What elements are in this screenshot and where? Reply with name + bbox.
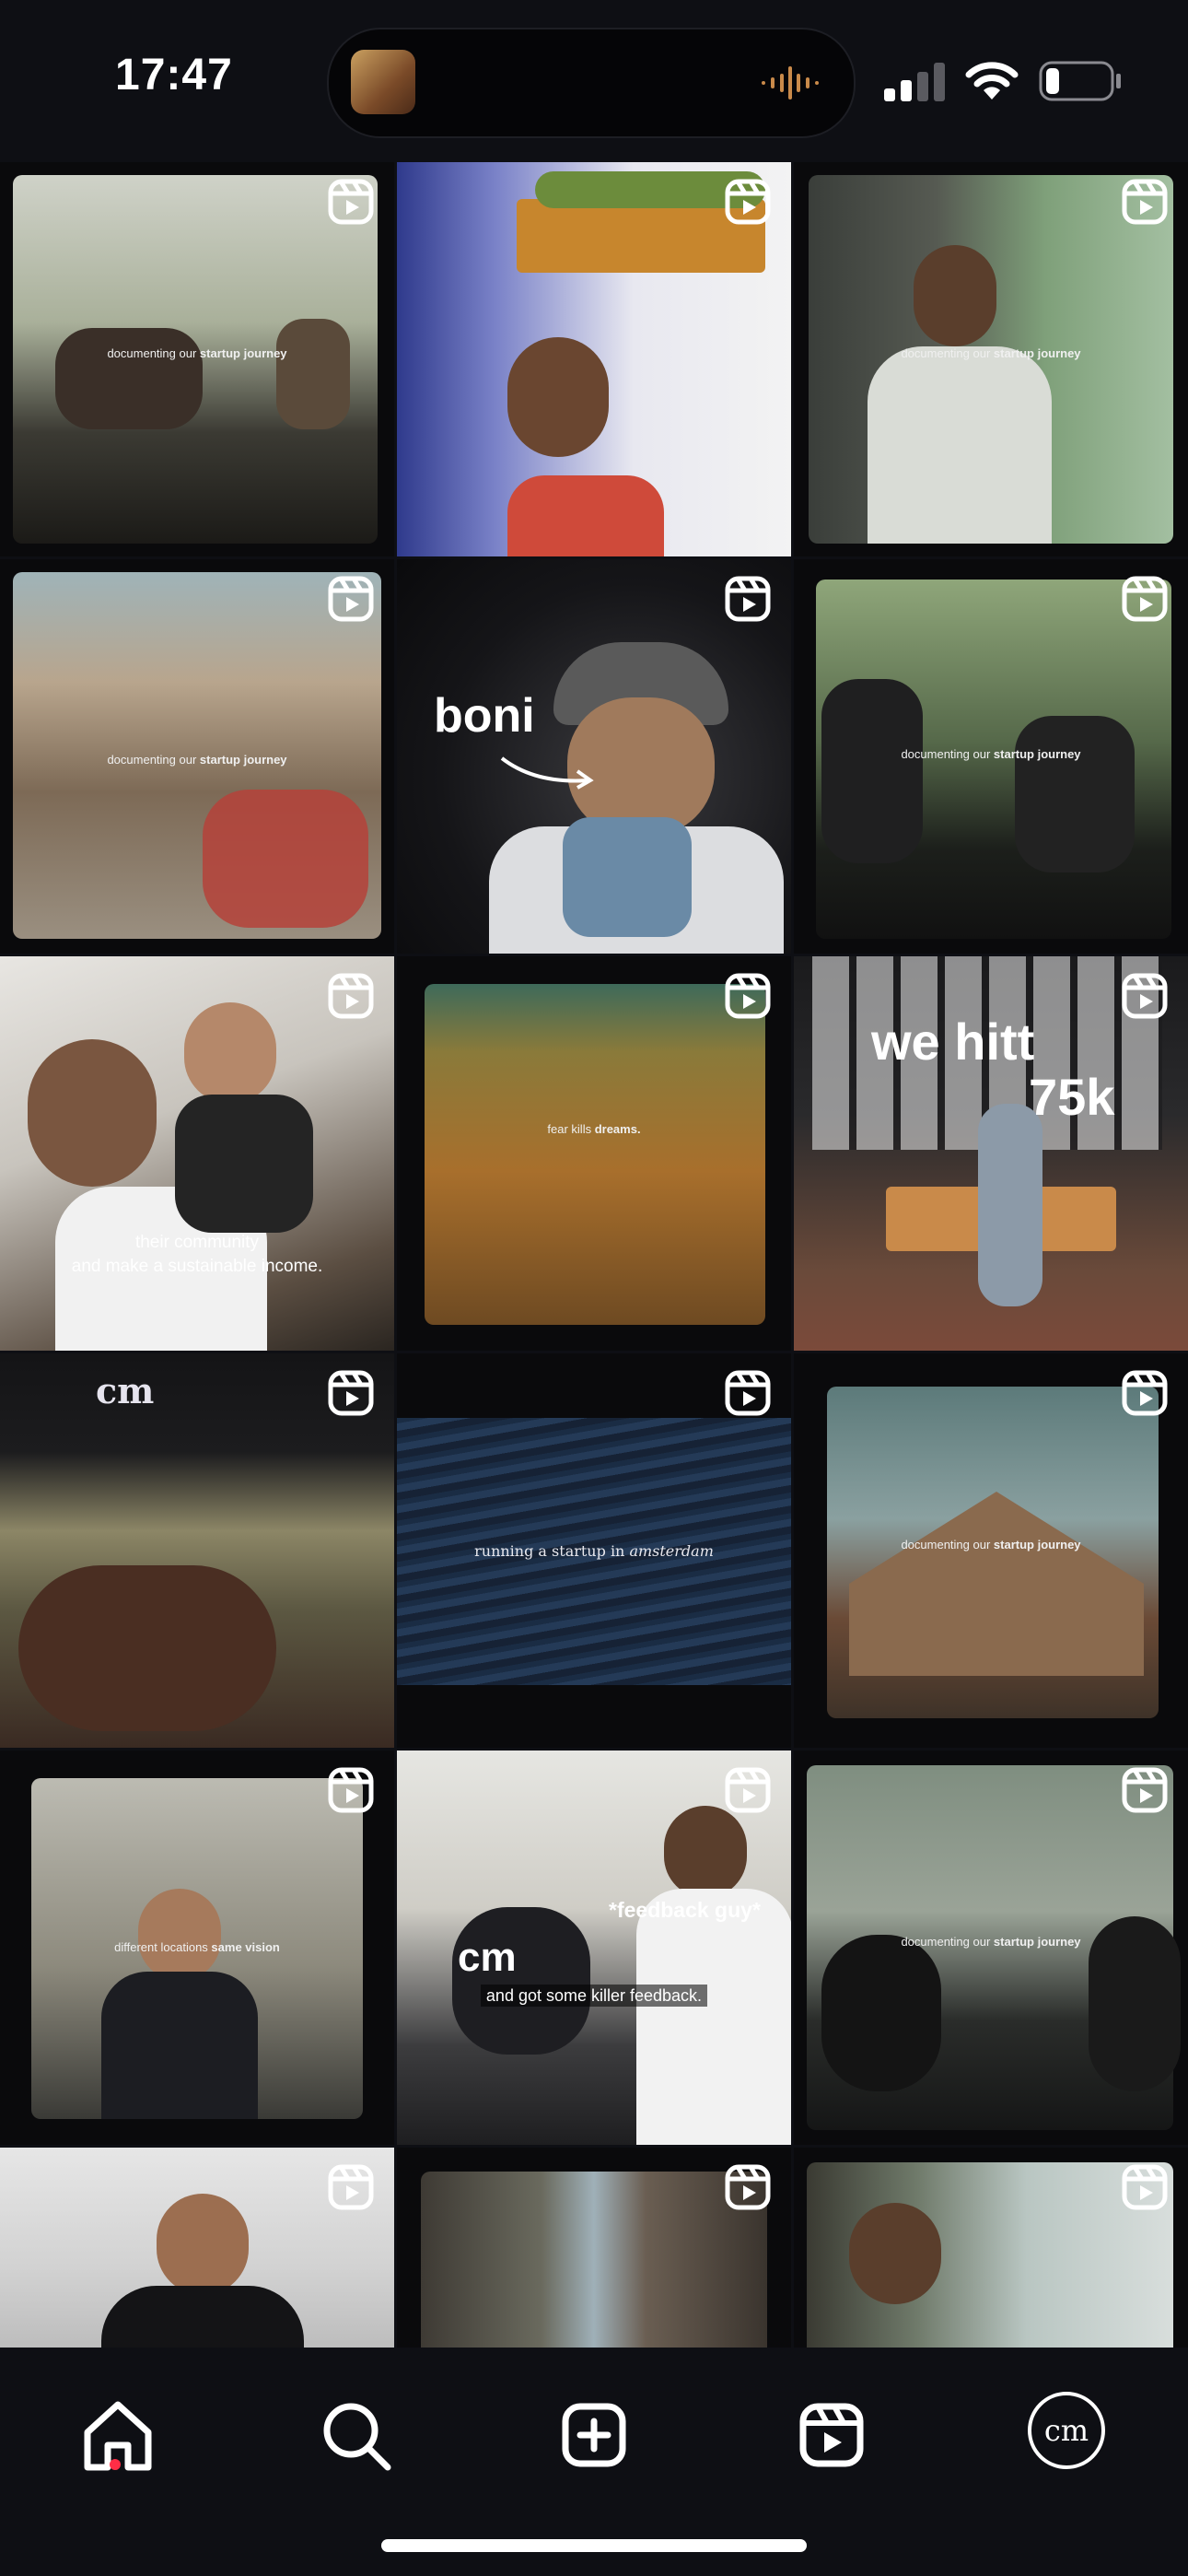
reel-tile[interactable]: running a startup in amsterdam [397, 1353, 791, 1748]
audio-waveform-icon [762, 66, 819, 100]
tab-profile-avatar[interactable]: cm [1028, 2392, 1105, 2469]
tile-caption-line2: and make a sustainable income. [71, 1257, 323, 1276]
reel-tile[interactable]: their community and make a sustainable i… [0, 956, 394, 1351]
reel-tile[interactable]: documenting our startup journey [794, 162, 1188, 556]
reels-icon [725, 1767, 771, 1813]
reels-icon [1122, 1767, 1168, 1813]
reels-icon [328, 1370, 374, 1416]
reels-icon [725, 2164, 771, 2210]
tile-caption: different locations same vision [114, 1940, 280, 1954]
reels-icon [799, 2403, 864, 2467]
reels-icon [328, 179, 374, 225]
tab-reels[interactable] [781, 2384, 882, 2486]
tile-caption-logo: cm [458, 1935, 517, 1980]
reels-icon [1122, 179, 1168, 225]
battery-icon [1039, 61, 1121, 101]
reels-icon [1122, 576, 1168, 622]
reels-icon [328, 576, 374, 622]
active-indicator-dot [110, 2459, 121, 2470]
reels-icon [725, 973, 771, 1019]
reel-tile[interactable]: different locations same vision [0, 1751, 394, 2145]
tile-caption: running a startup in amsterdam [474, 1542, 714, 1560]
reels-icon [725, 179, 771, 225]
create-icon [562, 2403, 626, 2467]
tile-caption: we hitt [871, 1013, 1035, 1071]
now-playing-thumbnail[interactable] [351, 50, 415, 114]
status-time: 17:47 [115, 51, 233, 100]
arrow-annotation-icon [500, 756, 594, 790]
wifi-icon [965, 62, 1019, 100]
reels-icon [725, 1370, 771, 1416]
tile-caption: cm [96, 1370, 155, 1411]
reel-tile[interactable]: *feedback guy* cm and got some killer fe… [397, 1751, 791, 2145]
tab-create[interactable] [543, 2384, 645, 2486]
reel-tile[interactable]: cm [0, 1353, 394, 1748]
reels-icon [1122, 1370, 1168, 1416]
tile-caption: *feedback guy* [609, 1898, 761, 1922]
reel-tile[interactable]: fear kills dreams. [397, 956, 791, 1351]
tile-caption: fear kills dreams. [547, 1122, 641, 1136]
reel-tile[interactable]: we hitt 75k [794, 956, 1188, 1351]
tile-caption: documenting our startup journey [107, 346, 287, 360]
reels-icon [1122, 2164, 1168, 2210]
tile-subtitle: and got some killer feedback. [397, 1985, 791, 2007]
tile-caption: documenting our startup journey [107, 753, 287, 767]
tile-caption: documenting our startup journey [901, 1538, 1081, 1551]
reels-icon [328, 973, 374, 1019]
tab-search[interactable] [305, 2384, 406, 2486]
reel-tile[interactable] [794, 2148, 1188, 2348]
tile-caption: documenting our startup journey [901, 346, 1081, 360]
bottom-tab-bar: cm [0, 2348, 1188, 2576]
tile-caption-line2: 75k [1029, 1068, 1115, 1126]
home-icon [84, 2401, 152, 2471]
reel-tile[interactable] [0, 2148, 394, 2348]
reel-tile[interactable]: documenting our startup journey [794, 1751, 1188, 2145]
reel-tile[interactable]: documenting our startup journey [0, 559, 394, 954]
home-indicator[interactable] [381, 2539, 807, 2552]
reel-tile[interactable] [397, 2148, 791, 2348]
reel-tile[interactable]: documenting our startup journey [794, 1353, 1188, 1748]
dynamic-island[interactable] [327, 28, 856, 138]
tile-caption: documenting our startup journey [901, 1935, 1081, 1949]
tab-home[interactable] [67, 2384, 169, 2486]
cellular-signal-icon [884, 63, 945, 101]
reels-icon [725, 576, 771, 622]
reels-icon [328, 1767, 374, 1813]
tile-caption: documenting our startup journey [901, 747, 1081, 761]
reels-icon [1122, 973, 1168, 1019]
reels-icon [328, 2164, 374, 2210]
tile-caption: their community [134, 1233, 260, 1252]
reel-tile[interactable]: boni [397, 559, 791, 954]
reel-tile[interactable] [397, 162, 791, 556]
search-icon [323, 2403, 391, 2471]
status-bar: 17:47 [0, 0, 1188, 157]
reel-tile[interactable]: documenting our startup journey [0, 162, 394, 556]
tile-caption: boni [434, 689, 535, 743]
reel-tile[interactable]: documenting our startup journey [794, 559, 1188, 954]
